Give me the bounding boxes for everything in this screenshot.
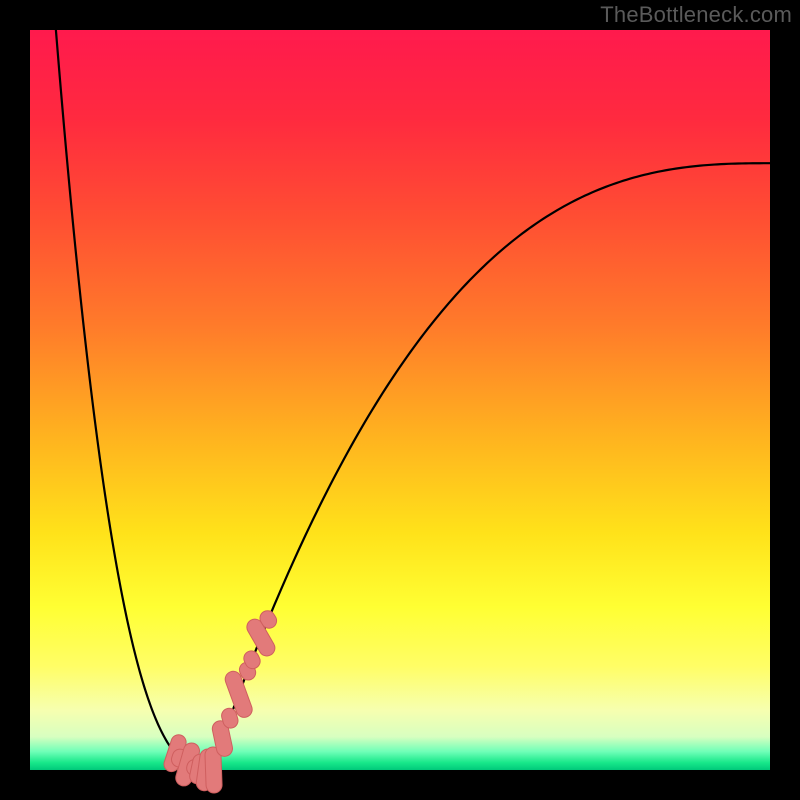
chart-svg	[0, 0, 800, 800]
chart-stage: TheBottleneck.com	[0, 0, 800, 800]
plot-area	[30, 30, 770, 770]
